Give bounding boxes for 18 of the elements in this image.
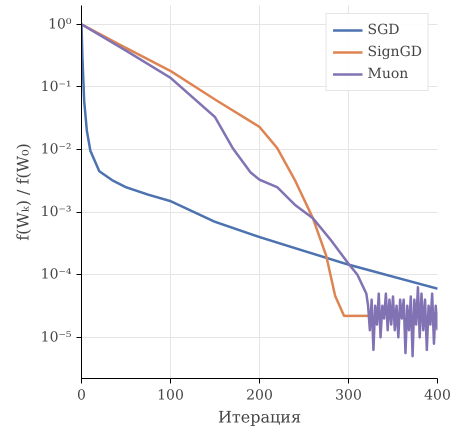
x-tick-label: 200 — [246, 388, 273, 404]
x-tick-label: 0 — [77, 388, 86, 404]
legend-label: SGD — [368, 22, 400, 38]
y-tick-label: 10⁻⁵ — [40, 329, 72, 346]
legend-label: SignGD — [368, 44, 422, 60]
x-tick-label: 300 — [335, 388, 362, 404]
y-tick-label: 10⁻¹ — [40, 78, 72, 95]
y-tick-label: 10⁻⁴ — [40, 266, 72, 283]
y-tick-label: 10⁻² — [40, 142, 72, 158]
line-series — [82, 23, 438, 290]
x-axis-title: Итерация — [218, 408, 302, 426]
y-tick-label: 10⁻³ — [40, 204, 72, 220]
line-series — [82, 23, 438, 358]
y-axis-title: f(Wₖ) / f(W₀) — [14, 143, 33, 241]
y-tick-label: 10⁰ — [48, 16, 72, 32]
legend-label: Muon — [368, 66, 408, 82]
x-tick-label: 100 — [157, 388, 184, 404]
x-tick-label: 400 — [424, 388, 451, 404]
